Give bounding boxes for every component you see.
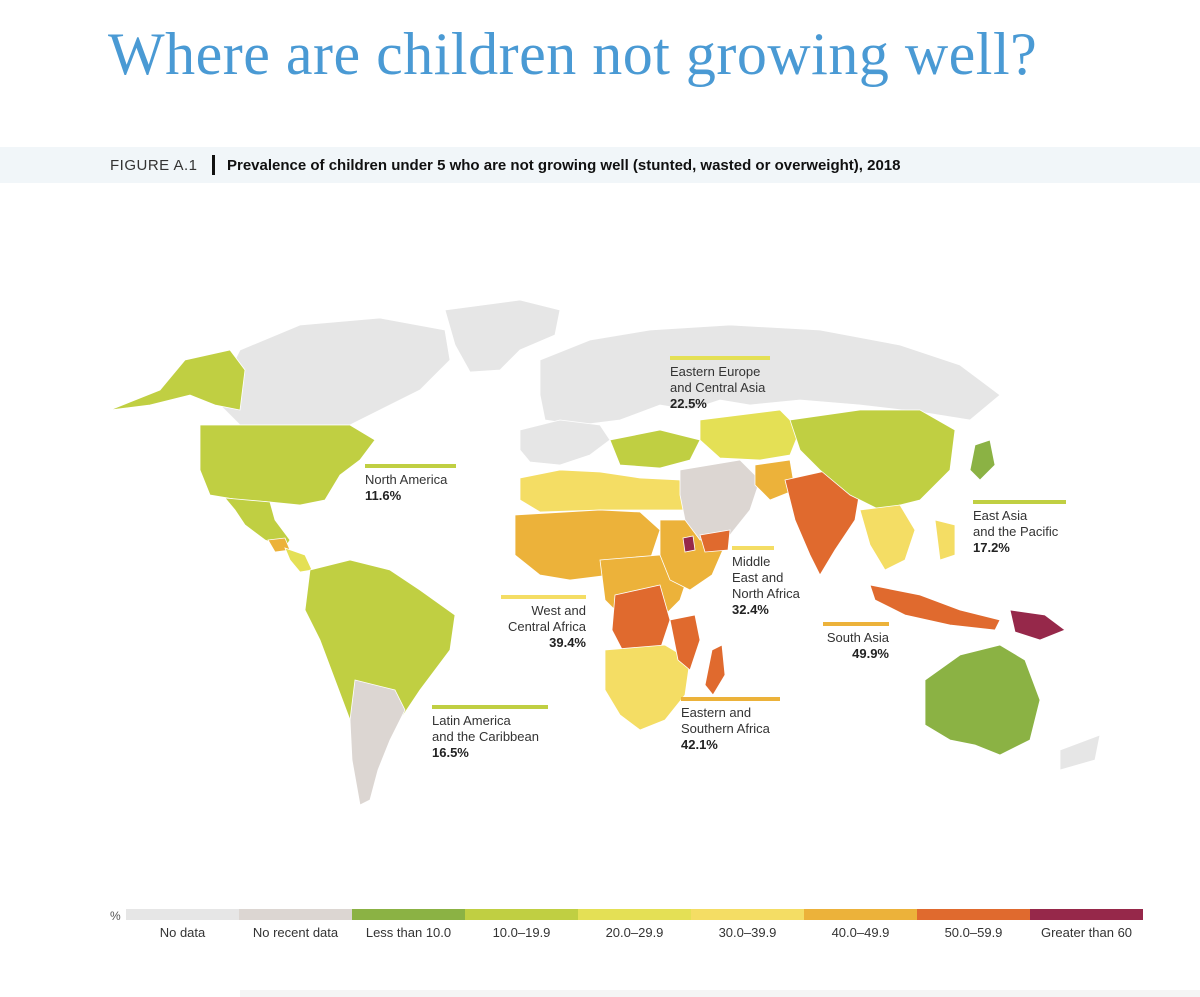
- legend-swatch: [578, 909, 691, 920]
- region-name: Eastern Europe and Central Asia: [670, 364, 766, 395]
- region-label-north-america: North America 11.6%: [365, 464, 456, 504]
- legend-item: 40.0–49.9: [804, 909, 917, 949]
- figure-separator: [212, 155, 215, 175]
- region-philippines: [934, 519, 956, 561]
- region-argentina: [349, 679, 406, 806]
- region-name: Eastern and Southern Africa: [681, 705, 770, 736]
- legend-label: Greater than 60: [1040, 925, 1133, 940]
- legend-swatch: [691, 909, 804, 920]
- region-label-eastern-southern-africa: Eastern and Southern Africa 42.1%: [681, 697, 780, 753]
- legend-item: 20.0–29.9: [578, 909, 691, 949]
- region-value: 39.4%: [549, 635, 586, 650]
- region-value: 17.2%: [973, 540, 1010, 555]
- region-new-zealand: [1059, 734, 1101, 771]
- region-name: Latin America and the Caribbean: [432, 713, 539, 744]
- legend-swatch: [239, 909, 352, 920]
- legend-label: 50.0–59.9: [944, 925, 1003, 940]
- region-name: West and Central Africa: [507, 603, 586, 634]
- region-bar: [501, 595, 586, 599]
- legend-unit: %: [110, 909, 121, 923]
- region-southeast-asia: [859, 504, 916, 571]
- region-greenland: [444, 299, 561, 373]
- region-bar: [681, 697, 780, 701]
- region-central-asia: [699, 409, 801, 461]
- legend-swatch: [917, 909, 1030, 920]
- region-eritrea: [682, 535, 696, 553]
- legend-label: Less than 10.0: [365, 925, 452, 940]
- region-japan: [969, 439, 996, 481]
- region-western-europe: [519, 419, 611, 466]
- region-label-south-asia: South Asia 49.9%: [823, 622, 889, 662]
- legend-swatch: [126, 909, 239, 920]
- legend-item: 30.0–39.9: [691, 909, 804, 949]
- legend-swatch: [465, 909, 578, 920]
- page-bottom-edge: [240, 990, 1200, 997]
- region-mozambique: [669, 614, 701, 671]
- legend: No data No recent data Less than 10.0 10…: [126, 909, 1143, 949]
- region-name: North America: [365, 472, 448, 487]
- legend-label: No data: [159, 925, 206, 940]
- region-australia: [924, 644, 1041, 756]
- region-name: East Asia and the Pacific: [973, 508, 1059, 539]
- region-middle-east: [679, 459, 761, 541]
- region-madagascar: [704, 644, 726, 696]
- region-png: [1009, 609, 1066, 641]
- region-value: 16.5%: [432, 745, 469, 760]
- legend-item: 50.0–59.9: [917, 909, 1030, 949]
- page-title: Where are children not growing well?: [108, 21, 1038, 87]
- region-central-america: [284, 547, 313, 573]
- region-value: 42.1%: [681, 737, 718, 752]
- region-bar: [732, 546, 774, 550]
- legend-swatch: [1030, 909, 1143, 920]
- region-bar: [973, 500, 1066, 504]
- region-bar: [432, 705, 548, 709]
- region-label-east-asia: East Asia and the Pacific 17.2%: [973, 500, 1066, 556]
- region-drc: [611, 584, 671, 656]
- region-label-west-central-africa: West and Central Africa 39.4%: [501, 595, 586, 651]
- region-name: South Asia: [826, 630, 889, 645]
- legend-swatch: [804, 909, 917, 920]
- region-label-middle-east: Middle East and North Africa 32.4%: [732, 546, 800, 618]
- region-alaska: [109, 349, 246, 411]
- region-scandinavia-russia: [539, 324, 1001, 426]
- region-value: 11.6%: [365, 488, 402, 503]
- legend-label: No recent data: [252, 925, 339, 940]
- region-eastern-europe: [609, 429, 701, 469]
- legend-item: Less than 10.0: [352, 909, 465, 949]
- region-bar: [823, 622, 889, 626]
- legend-item: 10.0–19.9: [465, 909, 578, 949]
- legend-label: 40.0–49.9: [831, 925, 890, 940]
- legend-label: 30.0–39.9: [718, 925, 777, 940]
- region-indonesia: [869, 584, 1001, 631]
- region-value: 49.9%: [852, 646, 889, 661]
- legend-item: Greater than 60: [1030, 909, 1143, 949]
- region-china-mongolia: [789, 409, 956, 511]
- figure-label: FIGURE A.1: [110, 157, 198, 174]
- region-southern-africa: [604, 644, 691, 731]
- region-northern-canada: [214, 317, 451, 426]
- figure-caption: Prevalence of children under 5 who are n…: [227, 157, 901, 174]
- legend-item: No data: [126, 909, 239, 949]
- region-label-eastern-europe: Eastern Europe and Central Asia 22.5%: [670, 356, 770, 412]
- region-label-latin-america: Latin America and the Caribbean 16.5%: [432, 705, 548, 761]
- legend-label: 20.0–29.9: [605, 925, 664, 940]
- region-afghanistan: [754, 459, 796, 501]
- region-value: 22.5%: [670, 396, 707, 411]
- legend-label: 10.0–19.9: [492, 925, 551, 940]
- region-north-africa: [519, 469, 686, 513]
- region-bar: [365, 464, 456, 468]
- legend-swatch: [352, 909, 465, 920]
- legend-item: No recent data: [239, 909, 352, 949]
- region-bar: [670, 356, 770, 360]
- figure-header-band: [0, 147, 1200, 183]
- region-name: Middle East and North Africa: [732, 554, 800, 601]
- region-value: 32.4%: [732, 602, 769, 617]
- region-usa: [199, 424, 376, 506]
- region-yemen: [699, 529, 731, 553]
